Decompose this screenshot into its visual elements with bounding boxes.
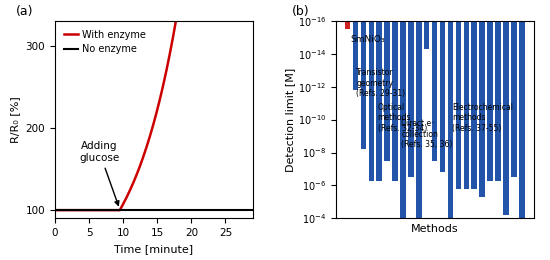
No enzyme bbox=[76, 209, 82, 212]
With enzyme bbox=[123, 196, 130, 199]
No enzyme bbox=[245, 209, 252, 212]
No enzyme bbox=[145, 209, 151, 212]
Bar bbox=[384, 0, 390, 161]
Bar bbox=[503, 0, 509, 215]
Text: Optical
methods
(Refs. 32-34): Optical methods (Refs. 32-34) bbox=[378, 103, 427, 133]
No enzyme bbox=[68, 209, 74, 212]
No enzyme bbox=[189, 209, 195, 212]
Bar bbox=[495, 0, 500, 180]
Bar bbox=[400, 0, 406, 238]
X-axis label: Methods: Methods bbox=[411, 224, 459, 234]
Line: With enzyme: With enzyme bbox=[55, 0, 253, 210]
Bar bbox=[345, 0, 350, 29]
No enzyme bbox=[181, 209, 188, 212]
No enzyme bbox=[64, 209, 70, 212]
Y-axis label: R/R₀ [%]: R/R₀ [%] bbox=[10, 96, 20, 143]
Legend: With enzyme, No enzyme: With enzyme, No enzyme bbox=[60, 26, 150, 58]
No enzyme bbox=[221, 209, 228, 212]
With enzyme bbox=[85, 209, 92, 212]
No enzyme bbox=[84, 209, 91, 212]
No enzyme bbox=[100, 209, 107, 212]
Bar bbox=[480, 0, 485, 197]
No enzyme bbox=[157, 209, 163, 212]
Bar bbox=[471, 0, 477, 189]
Text: Electrochemical
methods
(Refs. 37-55): Electrochemical methods (Refs. 37-55) bbox=[452, 103, 513, 133]
No enzyme bbox=[128, 209, 135, 212]
No enzyme bbox=[177, 209, 183, 212]
No enzyme bbox=[52, 209, 58, 212]
Text: (b): (b) bbox=[292, 5, 310, 18]
No enzyme bbox=[60, 209, 67, 212]
No enzyme bbox=[201, 209, 207, 212]
No enzyme bbox=[120, 209, 127, 212]
No enzyme bbox=[148, 209, 155, 212]
No enzyme bbox=[88, 209, 95, 212]
No enzyme bbox=[104, 209, 111, 212]
Bar bbox=[448, 0, 453, 235]
Text: SmNiO₃: SmNiO₃ bbox=[350, 35, 384, 44]
No enzyme bbox=[112, 209, 119, 212]
No enzyme bbox=[56, 209, 62, 212]
Bar bbox=[432, 0, 437, 161]
X-axis label: Time [minute]: Time [minute] bbox=[114, 244, 194, 254]
With enzyme bbox=[59, 209, 66, 212]
No enzyme bbox=[209, 209, 216, 212]
Text: (a): (a) bbox=[15, 5, 33, 18]
Bar bbox=[487, 0, 493, 180]
Bar bbox=[455, 0, 461, 189]
Bar bbox=[392, 0, 398, 180]
No enzyme bbox=[133, 209, 139, 212]
Bar bbox=[376, 0, 382, 180]
Bar bbox=[368, 0, 374, 180]
No enzyme bbox=[229, 209, 236, 212]
No enzyme bbox=[96, 209, 103, 212]
Bar bbox=[464, 0, 469, 189]
No enzyme bbox=[164, 209, 171, 212]
No enzyme bbox=[72, 209, 79, 212]
No enzyme bbox=[92, 209, 98, 212]
No enzyme bbox=[152, 209, 159, 212]
No enzyme bbox=[169, 209, 175, 212]
Text: Adding
glucose: Adding glucose bbox=[79, 141, 119, 205]
No enzyme bbox=[185, 209, 191, 212]
Bar bbox=[408, 0, 414, 177]
No enzyme bbox=[116, 209, 123, 212]
Text: Direct e⁻
collection
(Refs. 35, 36): Direct e⁻ collection (Refs. 35, 36) bbox=[402, 119, 453, 149]
No enzyme bbox=[173, 209, 179, 212]
No enzyme bbox=[250, 209, 256, 212]
Bar bbox=[519, 0, 525, 243]
Bar bbox=[361, 0, 366, 149]
Y-axis label: Detection limit [M]: Detection limit [M] bbox=[285, 68, 295, 172]
Bar bbox=[353, 0, 358, 90]
No enzyme bbox=[140, 209, 147, 212]
No enzyme bbox=[197, 209, 204, 212]
No enzyme bbox=[213, 209, 219, 212]
Bar bbox=[424, 0, 430, 49]
No enzyme bbox=[193, 209, 200, 212]
No enzyme bbox=[136, 209, 143, 212]
Bar bbox=[511, 0, 516, 177]
With enzyme bbox=[52, 209, 58, 212]
No enzyme bbox=[205, 209, 212, 212]
No enzyme bbox=[80, 209, 86, 212]
Bar bbox=[440, 0, 446, 172]
No enzyme bbox=[225, 209, 232, 212]
No enzyme bbox=[108, 209, 115, 212]
No enzyme bbox=[217, 209, 224, 212]
No enzyme bbox=[124, 209, 131, 212]
Bar bbox=[416, 0, 421, 238]
No enzyme bbox=[161, 209, 167, 212]
Text: Transistor
geometry
(Refs. 29-31): Transistor geometry (Refs. 29-31) bbox=[356, 68, 405, 98]
No enzyme bbox=[241, 209, 248, 212]
No enzyme bbox=[233, 209, 240, 212]
No enzyme bbox=[237, 209, 244, 212]
